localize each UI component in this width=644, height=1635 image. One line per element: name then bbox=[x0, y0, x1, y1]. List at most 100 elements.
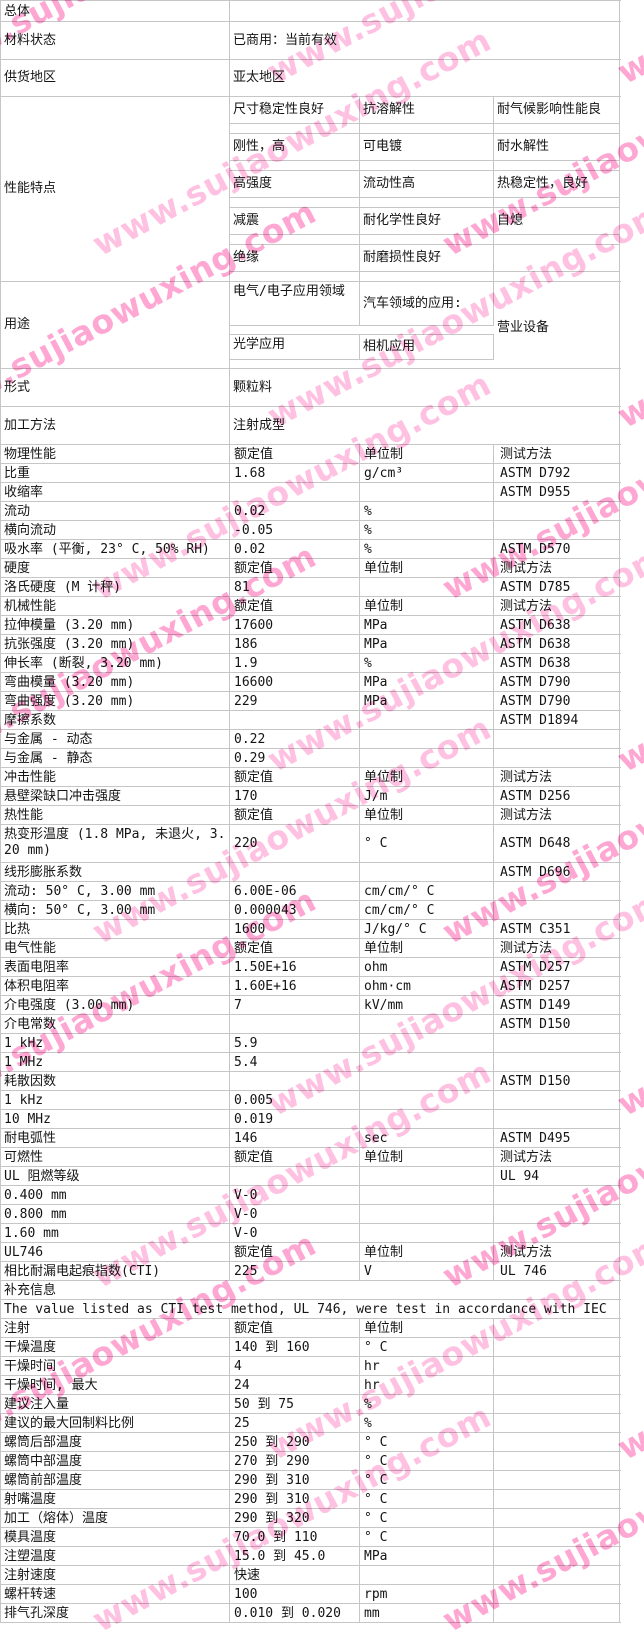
table-row: 注塑温度 15.0 到 45.0 MPa bbox=[1, 1547, 621, 1566]
cell-method: ASTM C351 bbox=[494, 920, 620, 938]
cell-value: 额定值 bbox=[230, 939, 360, 957]
cell-method bbox=[494, 1376, 620, 1394]
cell-property: 供货地区 bbox=[1, 60, 230, 96]
feature-text: 抗溶解性 bbox=[360, 97, 493, 124]
cell-property: 10 MHz bbox=[1, 1110, 230, 1128]
cell-method bbox=[494, 1585, 620, 1603]
feature-text bbox=[494, 245, 619, 272]
table-row: 螺筒后部温度 250 到 290 ° C bbox=[1, 1433, 621, 1452]
cell-unit: 单位制 bbox=[360, 1243, 494, 1261]
cell-method bbox=[494, 1053, 620, 1071]
cell-unit bbox=[360, 1091, 494, 1109]
cell-value: 额定值 bbox=[230, 1319, 360, 1337]
cell-property: 冲击性能 bbox=[1, 768, 230, 786]
cell-method bbox=[494, 1319, 620, 1337]
table-row: 加工（熔体）温度 290 到 320 ° C bbox=[1, 1509, 621, 1528]
table-row: 螺杆转速 100 rpm bbox=[1, 1585, 621, 1604]
cell-value: 1.60E+16 bbox=[230, 977, 360, 995]
table-row: 0.400 mm V-0 bbox=[1, 1186, 621, 1205]
table-row: 横向流动 -0.05% bbox=[1, 521, 621, 540]
cell-unit bbox=[360, 1053, 494, 1071]
cell-unit: MPa bbox=[360, 616, 494, 634]
cell-value: V-0 bbox=[230, 1186, 360, 1204]
cell-method: ASTM D256 bbox=[494, 787, 620, 805]
feature-text: 高强度 bbox=[230, 171, 359, 198]
table-row: 可燃性 额定值 单位制 测试方法 bbox=[1, 1148, 621, 1167]
table-row: 干燥温度 140 到 160 ° C bbox=[1, 1338, 621, 1357]
cell-property: 比重 bbox=[1, 464, 230, 482]
cell-method bbox=[494, 1395, 620, 1413]
table-row: 比重 1.68 g/cm³ ASTM D792 bbox=[1, 464, 621, 483]
cell-value: 290 到 310 bbox=[230, 1471, 360, 1489]
cell-method: ASTM D570 bbox=[494, 540, 620, 558]
table-row: 机械性能 额定值 单位制 测试方法 bbox=[1, 597, 621, 616]
row-uses: 用途 电气/电子应用领域 汽车领域的应用: 光学应用 相机应用 营业设备 bbox=[1, 282, 621, 369]
table-row: 介电强度 (3.00 mm) 7 kV/mm ASTM D149 bbox=[1, 996, 621, 1015]
cell-property: 伸长率 (断裂, 3.20 mm) bbox=[1, 654, 230, 672]
cell-method bbox=[494, 749, 620, 767]
cell-method bbox=[494, 730, 620, 748]
row-features: 性能特点 尺寸稳定性良好 抗溶解性 耐气候影响性能良 刚性，高 可电镀 耐水解性 高强度 流动… bbox=[1, 97, 621, 282]
feature-row: 高强度 流动性高 热稳定性，良好 bbox=[230, 171, 620, 208]
cell-value: 16600 bbox=[230, 673, 360, 691]
cell-method bbox=[494, 1186, 620, 1204]
cell-method: ASTM D648 bbox=[494, 825, 620, 862]
table-row: 电气性能 额定值 单位制 测试方法 bbox=[1, 939, 621, 958]
cell-value: 0.22 bbox=[230, 730, 360, 748]
table-row: 比热 1600 J/kg/° C ASTM C351 bbox=[1, 920, 621, 939]
cell-value: 81 bbox=[230, 578, 360, 596]
feature-cell: 耐化学性良好 bbox=[360, 208, 494, 244]
cell-property: 耐电弧性 bbox=[1, 1129, 230, 1147]
cell-property: 流动: 50° C, 3.00 mm bbox=[1, 882, 230, 900]
cell-unit bbox=[360, 711, 494, 729]
table-row: 介电常数 ASTM D150 bbox=[1, 1015, 621, 1034]
cell-property: 螺杆转速 bbox=[1, 1585, 230, 1603]
cell-property: 体积电阻率 bbox=[1, 977, 230, 995]
feature-row: 绝缘 耐磨损性良好 bbox=[230, 245, 620, 281]
feature-cell: 耐水解性 bbox=[494, 134, 620, 170]
cell-method bbox=[494, 1452, 620, 1470]
cell-method bbox=[494, 1490, 620, 1508]
cell-property: 摩擦系数 bbox=[1, 711, 230, 729]
feature-text: 尺寸稳定性良好 bbox=[230, 97, 359, 124]
table-row: 抗张强度 (3.20 mm) 186 MPa ASTM D638 bbox=[1, 635, 621, 654]
feature-cell: 尺寸稳定性良好 bbox=[230, 97, 360, 133]
table-row: 物理性能 额定值 单位制 测试方法 bbox=[1, 445, 621, 464]
cell-property: 螺筒后部温度 bbox=[1, 1433, 230, 1451]
table-row: 体积电阻率 1.60E+16 ohm·cm ASTM D257 bbox=[1, 977, 621, 996]
table-row: 弯曲模量 (3.20 mm) 16600 MPa ASTM D790 bbox=[1, 673, 621, 692]
table-row: 干燥时间 4 hr bbox=[1, 1357, 621, 1376]
feature-row: 减震 耐化学性良好 自熄 bbox=[230, 208, 620, 245]
feature-cell: 抗溶解性 bbox=[360, 97, 494, 133]
cell-value: V-0 bbox=[230, 1224, 360, 1242]
row-supply-region: 供货地区 亚太地区 bbox=[1, 60, 621, 97]
feature-cell: 刚性，高 bbox=[230, 134, 360, 170]
cell-property: 热性能 bbox=[1, 806, 230, 824]
cell-value: 186 bbox=[230, 635, 360, 653]
cell-property: 注射 bbox=[1, 1319, 230, 1337]
table-row: 弯曲强度 (3.20 mm) 229 MPa ASTM D790 bbox=[1, 692, 621, 711]
cell-unit: J/m bbox=[360, 787, 494, 805]
cell-unit: MPa bbox=[360, 1547, 494, 1565]
cell-value: 6.00E-06 bbox=[230, 882, 360, 900]
cell-unit: hr bbox=[360, 1357, 494, 1375]
table-row: 建议的最大回制料比例 25% bbox=[1, 1414, 621, 1433]
cell-unit: ° C bbox=[360, 1490, 494, 1508]
cell-method bbox=[494, 1110, 620, 1128]
cell-unit: ° C bbox=[360, 825, 494, 862]
cell-method bbox=[494, 1471, 620, 1489]
cell-method: 测试方法 bbox=[494, 939, 620, 957]
cell-property: UL 阻燃等级 bbox=[1, 1167, 230, 1185]
cell-unit bbox=[360, 1015, 494, 1033]
cell-method bbox=[494, 1414, 620, 1432]
table-row: 1 MHz 5.4 bbox=[1, 1053, 621, 1072]
cell-property: 表面电阻率 bbox=[1, 958, 230, 976]
feature-row: 刚性，高 可电镀 耐水解性 bbox=[230, 134, 620, 171]
cell-value: 已商用：当前有效 bbox=[230, 22, 620, 59]
table-row: 横向: 50° C, 3.00 mm 0.000043 cm/cm/° C bbox=[1, 901, 621, 920]
features-grid: 尺寸稳定性良好 抗溶解性 耐气候影响性能良 刚性，高 可电镀 耐水解性 高强度 流动性高 热稳定… bbox=[230, 97, 620, 281]
cell-property: 横向流动 bbox=[1, 521, 230, 539]
cell-unit: % bbox=[360, 540, 494, 558]
cell-method: 测试方法 bbox=[494, 1243, 620, 1261]
